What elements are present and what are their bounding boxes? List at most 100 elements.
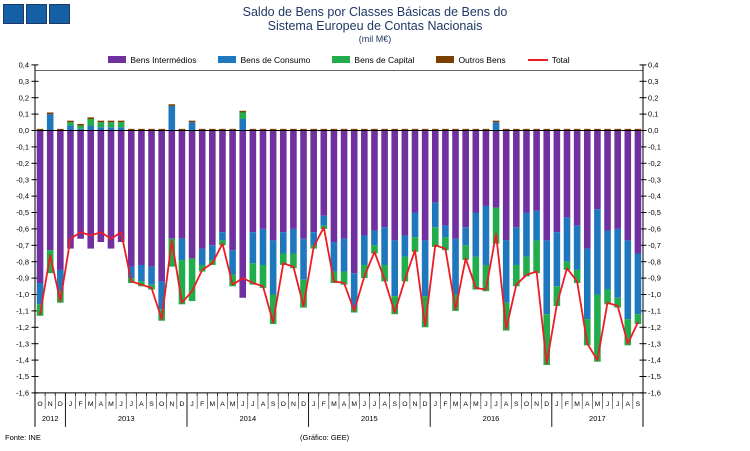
bar-segment-outros xyxy=(361,128,368,131)
bar-segment-intermedios xyxy=(320,130,328,216)
bar-segment-capital xyxy=(269,294,277,325)
month-label: A xyxy=(463,401,468,408)
month-label: S xyxy=(514,401,519,408)
y-axis-label-left: -1,6 xyxy=(16,389,29,398)
month-label: N xyxy=(169,401,174,408)
bar-segment-consumo xyxy=(117,127,125,131)
y-axis-label-right: -0,8 xyxy=(648,257,661,266)
legend-label: Total xyxy=(551,54,570,65)
bar-segment-consumo xyxy=(97,127,105,131)
month-label: D xyxy=(544,401,549,408)
legend-label: Outros Bens xyxy=(458,54,506,65)
bar-segment-outros xyxy=(188,120,196,123)
y-axis-label-left: -1,1 xyxy=(16,307,29,316)
bar-segment-outros xyxy=(77,123,84,126)
bar-segment-consumo xyxy=(543,240,551,315)
bar-segment-intermedios xyxy=(421,130,429,241)
bar-segment-consumo xyxy=(168,105,176,131)
bar-segment-intermedios xyxy=(371,130,378,231)
bar-segment-consumo xyxy=(239,119,247,131)
bar-segment-consumo xyxy=(330,242,338,272)
month-label: F xyxy=(565,401,569,408)
bar-segment-outros xyxy=(127,128,135,131)
legend-line-swatch-icon xyxy=(527,58,548,61)
bar-segment-consumo xyxy=(361,235,368,265)
bar-segment-consumo xyxy=(77,128,84,131)
bar-segment-intermedios xyxy=(442,130,449,226)
bar-segment-capital xyxy=(411,237,419,252)
bar-segment-intermedios xyxy=(330,130,338,243)
legend-box-swatch-icon xyxy=(218,56,237,63)
bar-segment-intermedios xyxy=(148,130,155,267)
bar-segment-consumo xyxy=(138,264,145,282)
bar-segment-intermedios xyxy=(634,130,642,254)
bar-segment-consumo xyxy=(198,248,206,265)
y-axis-label-left: 0,1 xyxy=(19,110,29,119)
bar-segment-intermedios xyxy=(492,130,500,208)
bar-segment-capital xyxy=(513,264,520,287)
bar-segment-consumo xyxy=(431,202,439,228)
bar-segment-capital xyxy=(168,238,176,267)
month-label: D xyxy=(179,401,184,408)
bar-segment-intermedios xyxy=(87,130,95,249)
bar-segment-consumo xyxy=(442,225,449,238)
year-label: 2013 xyxy=(118,414,135,423)
bar-segment-capital xyxy=(188,258,196,302)
month-label: O xyxy=(159,401,164,408)
bar-segment-outros xyxy=(583,128,591,131)
bar-segment-intermedios xyxy=(239,130,247,298)
legend-box-swatch-icon xyxy=(436,56,455,63)
bar-segment-consumo xyxy=(259,228,267,265)
bar-segment-outros xyxy=(472,128,480,131)
y-axis-label-right: -0,1 xyxy=(648,143,661,152)
y-axis-label-left: 0,2 xyxy=(19,93,29,102)
bar-segment-intermedios xyxy=(350,130,358,274)
total-line xyxy=(39,226,639,365)
bar-segment-consumo xyxy=(371,230,378,246)
bar-segment-consumo xyxy=(188,122,196,131)
bar-segment-outros xyxy=(229,128,236,131)
bar-segment-intermedios xyxy=(543,130,551,241)
month-label: J xyxy=(241,401,244,408)
bar-segment-intermedios xyxy=(57,130,64,270)
month-label: D xyxy=(423,401,428,408)
month-label: M xyxy=(453,401,459,408)
month-label: J xyxy=(363,401,366,408)
month-label: M xyxy=(351,401,357,408)
y-axis-label-left: -1,0 xyxy=(16,290,29,299)
bar-segment-consumo xyxy=(178,238,186,261)
y-axis-label-right: 0,1 xyxy=(648,110,658,119)
bar-segment-intermedios xyxy=(249,130,257,233)
bar-segment-intermedios xyxy=(209,130,216,246)
y-axis-label-right: -0,2 xyxy=(648,159,661,168)
month-label: S xyxy=(149,401,154,408)
month-label: A xyxy=(261,401,266,408)
month-label: S xyxy=(636,401,641,408)
month-label: J xyxy=(190,401,193,408)
bar-segment-consumo xyxy=(300,238,307,280)
month-label: J xyxy=(69,401,72,408)
month-label: O xyxy=(37,401,42,408)
month-label: N xyxy=(413,401,418,408)
y-axis-label-right: -1,3 xyxy=(648,339,661,348)
bar-segment-capital xyxy=(442,237,449,251)
bar-segment-outros xyxy=(107,120,115,123)
bar-segment-consumo xyxy=(462,227,469,246)
bar-segment-outros xyxy=(482,128,490,131)
month-label: D xyxy=(301,401,306,408)
bar-segment-intermedios xyxy=(340,130,348,239)
month-label: M xyxy=(331,401,337,408)
bar-segment-capital xyxy=(401,256,409,282)
bar-segment-outros xyxy=(462,128,469,131)
bar-segment-consumo xyxy=(310,232,317,246)
bar-segment-consumo xyxy=(148,266,155,285)
month-label: N xyxy=(48,401,53,408)
bar-segment-consumo xyxy=(320,215,328,226)
y-axis-label-right: -1,1 xyxy=(648,307,661,316)
legend-label: Bens de Consumo xyxy=(240,54,311,65)
bar-segment-outros xyxy=(350,128,358,131)
bar-segment-intermedios xyxy=(533,130,540,211)
bar-segment-consumo xyxy=(411,212,419,238)
month-label: J xyxy=(484,401,487,408)
bar-segment-consumo xyxy=(563,217,571,262)
